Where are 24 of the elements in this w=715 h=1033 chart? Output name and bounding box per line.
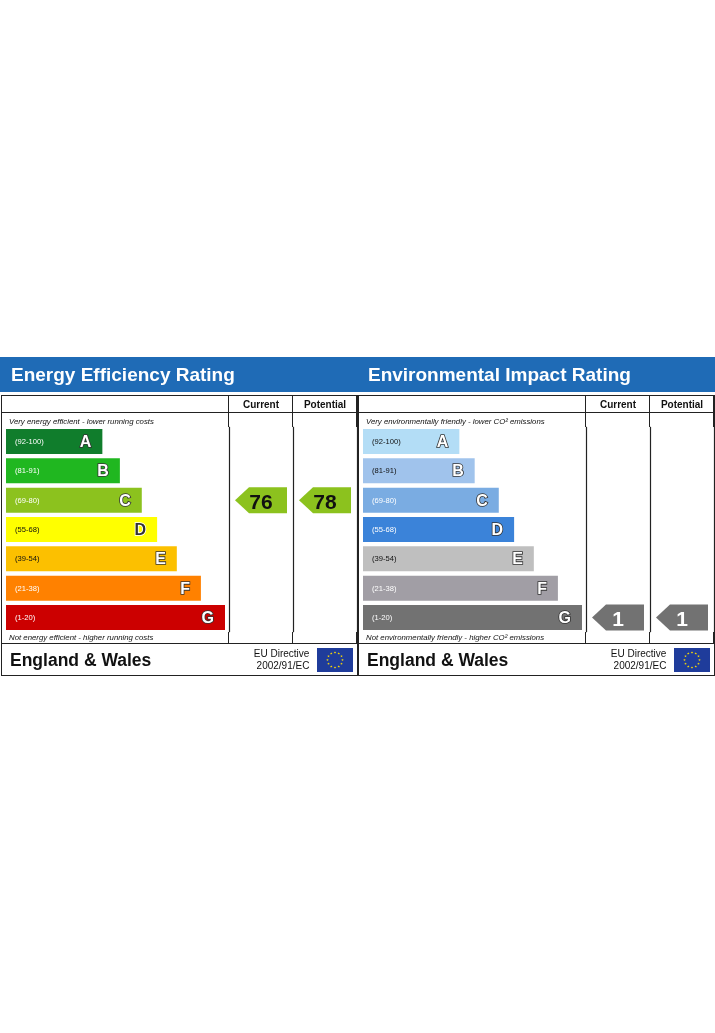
annotation: B [452, 462, 464, 480]
data-label: 1 [676, 607, 689, 631]
annotation: C [476, 491, 489, 509]
annotation: D [491, 521, 504, 538]
x-tick-label: Potential [660, 398, 704, 410]
annotation: F [180, 579, 191, 597]
annotation: F [537, 579, 548, 597]
annotation: C [119, 491, 132, 509]
chart-title: Environmental Impact Rating [368, 364, 631, 385]
data-label: 1 [612, 607, 625, 631]
annotation: E [512, 550, 524, 568]
text: EU Directive 2002/91/EC [253, 647, 313, 672]
annotation: G [201, 609, 214, 627]
x-tick-label: Current [599, 398, 637, 410]
annotation: E [155, 550, 167, 568]
text: EU Directive 2002/91/EC [610, 647, 670, 672]
annotation: B [97, 462, 109, 480]
chart-title: Energy Efficiency Rating [11, 364, 235, 385]
annotation: D [134, 521, 147, 538]
annotation: A [79, 432, 92, 450]
text: England & Wales [367, 650, 509, 670]
annotation: A [436, 432, 449, 450]
text: England & Wales [10, 650, 152, 670]
annotation: G [558, 609, 571, 627]
